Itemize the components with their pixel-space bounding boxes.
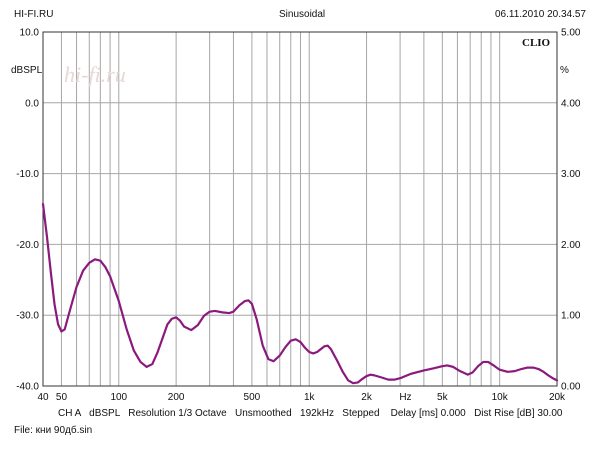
series-line-1 xyxy=(41,202,559,385)
y-axis-label: dBSPL xyxy=(11,65,43,76)
watermark-logo: hi-fi.ru xyxy=(64,62,126,87)
x-tick-label: 40 xyxy=(37,392,49,403)
y2-tick-label: 0.00 xyxy=(561,382,581,393)
delay-label: Delay [ms] 0.000 xyxy=(390,408,466,419)
sample-rate-label: 192kHz xyxy=(300,408,334,419)
resolution-label: Resolution 1/3 Octave xyxy=(128,408,227,419)
measurement-settings: CH A dBSPL Resolution 1/3 Octave Unsmoot… xyxy=(58,408,562,419)
x-tick-label: 100 xyxy=(110,392,127,403)
file-name: File: кни 90дб.sin xyxy=(14,425,93,436)
x-tick-label: 2k xyxy=(361,392,373,403)
x-tick-label: 20k xyxy=(549,392,566,403)
x-tick-label: 10k xyxy=(492,392,509,403)
clio-brand-label: CLIO xyxy=(522,37,551,49)
y2-tick-label: 1.00 xyxy=(561,311,581,322)
y2-tick-label: 4.00 xyxy=(561,98,581,109)
y2-tick-label: 2.00 xyxy=(561,240,581,251)
y2-tick-labels: 5.00 4.00 3.00 2.00 1.00 0.00 xyxy=(561,28,581,393)
x-tick-label: 50 xyxy=(56,392,68,403)
y-tick-label: -20.0 xyxy=(16,240,39,251)
x-tick-label: Hz xyxy=(399,392,411,403)
header-mode: Sinusoidal xyxy=(279,9,326,20)
y-tick-label: -30.0 xyxy=(16,311,39,322)
channel-label: CH A xyxy=(58,408,81,419)
y2-axis-label: % xyxy=(560,65,569,76)
stepped-label: Stepped xyxy=(342,408,380,419)
x-tick-label: 1k xyxy=(304,392,316,403)
smoothing-label: Unsmoothed xyxy=(234,408,292,419)
dist-rise-label: Dist Rise [dB] 30.00 xyxy=(474,408,563,419)
y2-tick-label: 5.00 xyxy=(561,28,581,39)
x-tick-label: 500 xyxy=(244,392,261,403)
series-group xyxy=(41,202,559,385)
header-site: HI-FI.RU xyxy=(14,9,54,20)
y-tick-label: -10.0 xyxy=(16,169,39,180)
unit-label: dBSPL xyxy=(89,408,120,419)
y-tick-label: -40.0 xyxy=(16,382,39,393)
y-tick-label: 0.0 xyxy=(25,98,39,109)
y2-tick-label: 3.00 xyxy=(561,169,581,180)
x-tick-label: 5k xyxy=(437,392,449,403)
chart-grid xyxy=(43,31,558,387)
x-tick-labels: 40 50 100 200 500 1k 2k Hz 5k 10k 20k xyxy=(37,392,566,403)
y-tick-labels: 10.0 0.0 -10.0 -20.0 -30.0 -40.0 xyxy=(16,28,39,393)
header-timestamp: 06.11.2010 20.34.57 xyxy=(494,9,586,20)
y-tick-label: 10.0 xyxy=(20,28,40,39)
x-tick-label: 200 xyxy=(168,392,185,403)
